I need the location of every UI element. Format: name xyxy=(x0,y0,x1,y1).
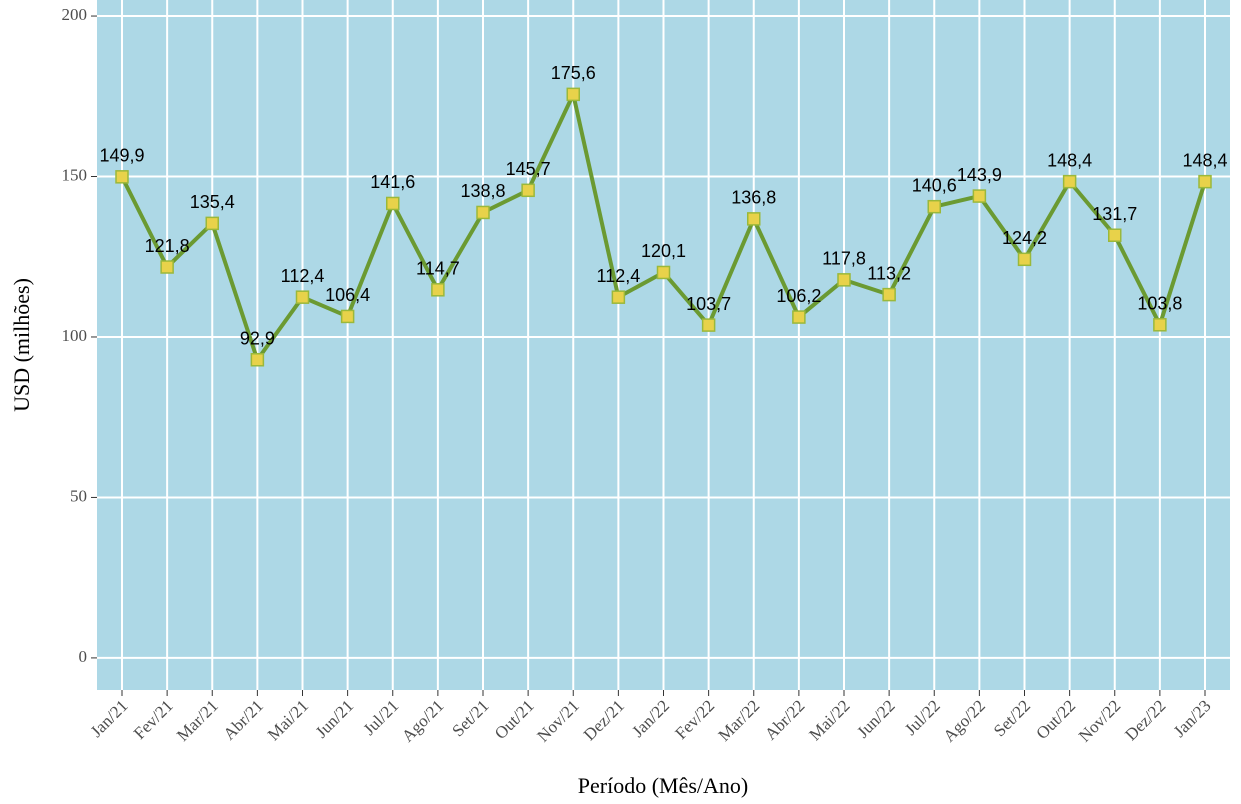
value-label: 121,8 xyxy=(145,236,190,256)
value-label: 103,7 xyxy=(686,294,731,314)
value-label: 138,8 xyxy=(460,181,505,201)
x-tick-label: Jan/23 xyxy=(1170,696,1215,741)
x-tick-label: Jan/21 xyxy=(87,696,132,741)
value-label: 106,4 xyxy=(325,285,370,305)
marker xyxy=(747,212,761,226)
x-tick-label: Set/21 xyxy=(448,696,492,740)
y-tick-label: 200 xyxy=(62,5,88,24)
marker xyxy=(837,273,851,287)
y-tick-label: 150 xyxy=(62,165,88,184)
marker xyxy=(340,309,355,324)
x-tick-label: Dez/21 xyxy=(580,696,628,744)
marker xyxy=(1153,318,1167,332)
value-label: 136,8 xyxy=(731,188,776,208)
marker xyxy=(205,216,219,231)
value-label: 135,4 xyxy=(190,192,235,212)
x-tick-label: Ago/21 xyxy=(398,696,447,745)
marker xyxy=(1062,174,1077,189)
value-label: 114,7 xyxy=(416,259,460,279)
value-label: 117,8 xyxy=(822,249,866,269)
x-tick-label: Nov/21 xyxy=(533,696,582,745)
value-label: 131,7 xyxy=(1092,204,1137,224)
x-tick-label: Nov/22 xyxy=(1075,696,1124,745)
value-label: 143,9 xyxy=(957,165,1002,185)
marker xyxy=(701,318,716,332)
value-label: 124,2 xyxy=(1002,228,1047,248)
y-tick-label: 100 xyxy=(62,326,88,345)
value-label: 148,4 xyxy=(1182,150,1227,170)
y-axis-title: USD (milhões) xyxy=(9,278,34,412)
x-tick-label: Out/21 xyxy=(491,696,538,743)
x-tick-label: Fev/21 xyxy=(130,696,177,743)
marker xyxy=(386,196,400,211)
marker xyxy=(250,353,265,367)
x-tick-label: Jan/22 xyxy=(628,696,673,741)
value-label: 112,4 xyxy=(597,266,641,286)
value-label: 149,9 xyxy=(99,146,144,166)
value-label: 113,2 xyxy=(867,263,911,283)
x-tick-label: Out/22 xyxy=(1032,696,1079,743)
value-label: 175,6 xyxy=(551,63,596,83)
marker xyxy=(927,199,941,214)
marker xyxy=(160,260,174,274)
x-tick-label: Dez/22 xyxy=(1121,696,1169,744)
marker xyxy=(611,290,626,304)
x-tick-label: Mai/22 xyxy=(805,696,853,744)
value-label: 92,9 xyxy=(240,329,275,349)
marker xyxy=(431,283,445,297)
x-tick-label: Mai/21 xyxy=(264,696,312,744)
x-tick-label: Ago/22 xyxy=(939,696,988,745)
value-label: 120,1 xyxy=(641,241,686,261)
marker xyxy=(1017,252,1032,267)
x-tick-label: Fev/22 xyxy=(671,696,718,743)
marker xyxy=(882,287,896,302)
value-label: 141,6 xyxy=(370,172,415,192)
y-tick-label: 0 xyxy=(79,647,88,666)
y-tick-label: 50 xyxy=(70,486,87,505)
x-tick-label: Abr/21 xyxy=(219,696,266,743)
value-label: 106,2 xyxy=(776,286,821,306)
x-tick-label: Set/22 xyxy=(990,696,1034,740)
x-tick-label: Mar/21 xyxy=(173,696,222,745)
x-tick-label: Jun/22 xyxy=(853,696,898,741)
x-tick-label: Abr/22 xyxy=(761,696,808,743)
marker xyxy=(566,87,580,102)
marker xyxy=(792,310,806,324)
marker xyxy=(295,290,310,304)
value-label: 148,4 xyxy=(1047,150,1092,170)
marker xyxy=(972,189,987,203)
marker xyxy=(115,170,129,184)
value-label: 112,4 xyxy=(281,266,325,286)
marker xyxy=(521,183,535,198)
x-tick-label: Jul/22 xyxy=(901,696,944,739)
x-tick-label: Jul/21 xyxy=(360,696,403,739)
marker xyxy=(1108,228,1122,242)
marker xyxy=(656,265,671,280)
value-label: 103,8 xyxy=(1137,294,1182,314)
marker xyxy=(1198,174,1212,189)
marker xyxy=(476,205,490,220)
x-tick-label: Mar/22 xyxy=(715,696,764,745)
value-label: 145,7 xyxy=(506,159,551,179)
x-tick-label: Jun/21 xyxy=(312,696,357,741)
value-label: 140,6 xyxy=(912,175,957,195)
x-axis-title: Período (Mês/Ano) xyxy=(578,773,748,798)
